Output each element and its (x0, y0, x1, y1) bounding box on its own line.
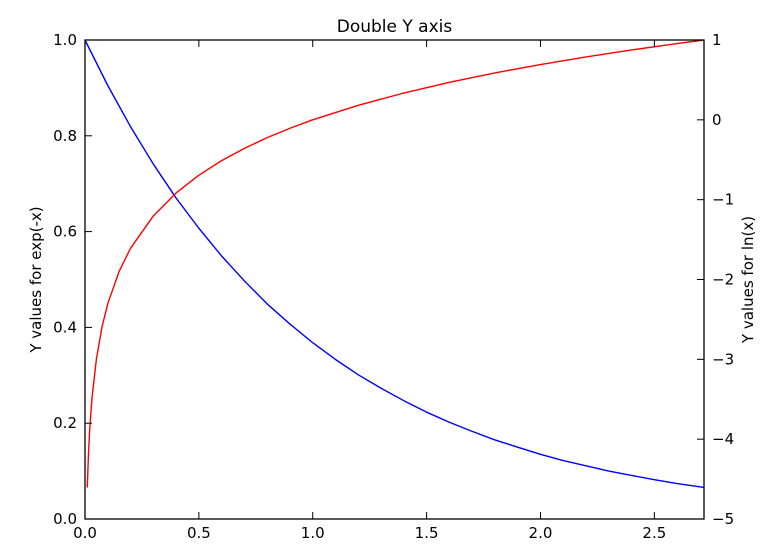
x-axis-ticks: 0.0 0.5 1.0 1.5 2.0 2.5 (73, 40, 666, 542)
y-right-tick-label: −3 (712, 350, 734, 368)
y-left-axis-label: Y values for exp(-x) (27, 206, 45, 353)
chart-title: Double Y axis (337, 17, 453, 37)
y-right-tick-label: −5 (712, 510, 734, 528)
y-right-tick-label: −1 (712, 191, 734, 209)
y-right-tick-label: −4 (712, 430, 734, 448)
y-left-tick-label: 0.4 (53, 318, 77, 336)
x-tick-label: 0.5 (187, 524, 211, 542)
x-tick-label: 0.0 (73, 524, 97, 542)
y-right-axis-ticks: −5 −4 −3 −2 −1 0 1 (697, 31, 734, 528)
y-left-tick-label: 0.2 (53, 414, 77, 432)
y-left-tick-label: 0.8 (53, 127, 77, 145)
x-tick-label: 1.5 (415, 524, 439, 542)
y-left-tick-label: 1.0 (53, 31, 77, 49)
y-right-axis-label: Y values for ln(x) (739, 216, 757, 344)
curves (84, 39, 705, 489)
x-tick-label: 1.0 (301, 524, 325, 542)
y-left-axis-ticks: 0.0 0.2 0.4 0.6 0.8 1.0 (53, 31, 92, 528)
y-right-tick-label: 1 (712, 31, 722, 49)
x-tick-label: 2.5 (642, 524, 666, 542)
y-right-tick-label: −2 (712, 271, 734, 289)
y-left-tick-label: 0.0 (53, 510, 77, 528)
plot-area (85, 40, 704, 519)
x-tick-label: 2.0 (529, 524, 553, 542)
series-line-exp (84, 39, 705, 489)
series-line-ln (86, 39, 705, 488)
y-right-tick-label: 0 (712, 111, 722, 129)
y-left-tick-label: 0.6 (53, 223, 77, 241)
